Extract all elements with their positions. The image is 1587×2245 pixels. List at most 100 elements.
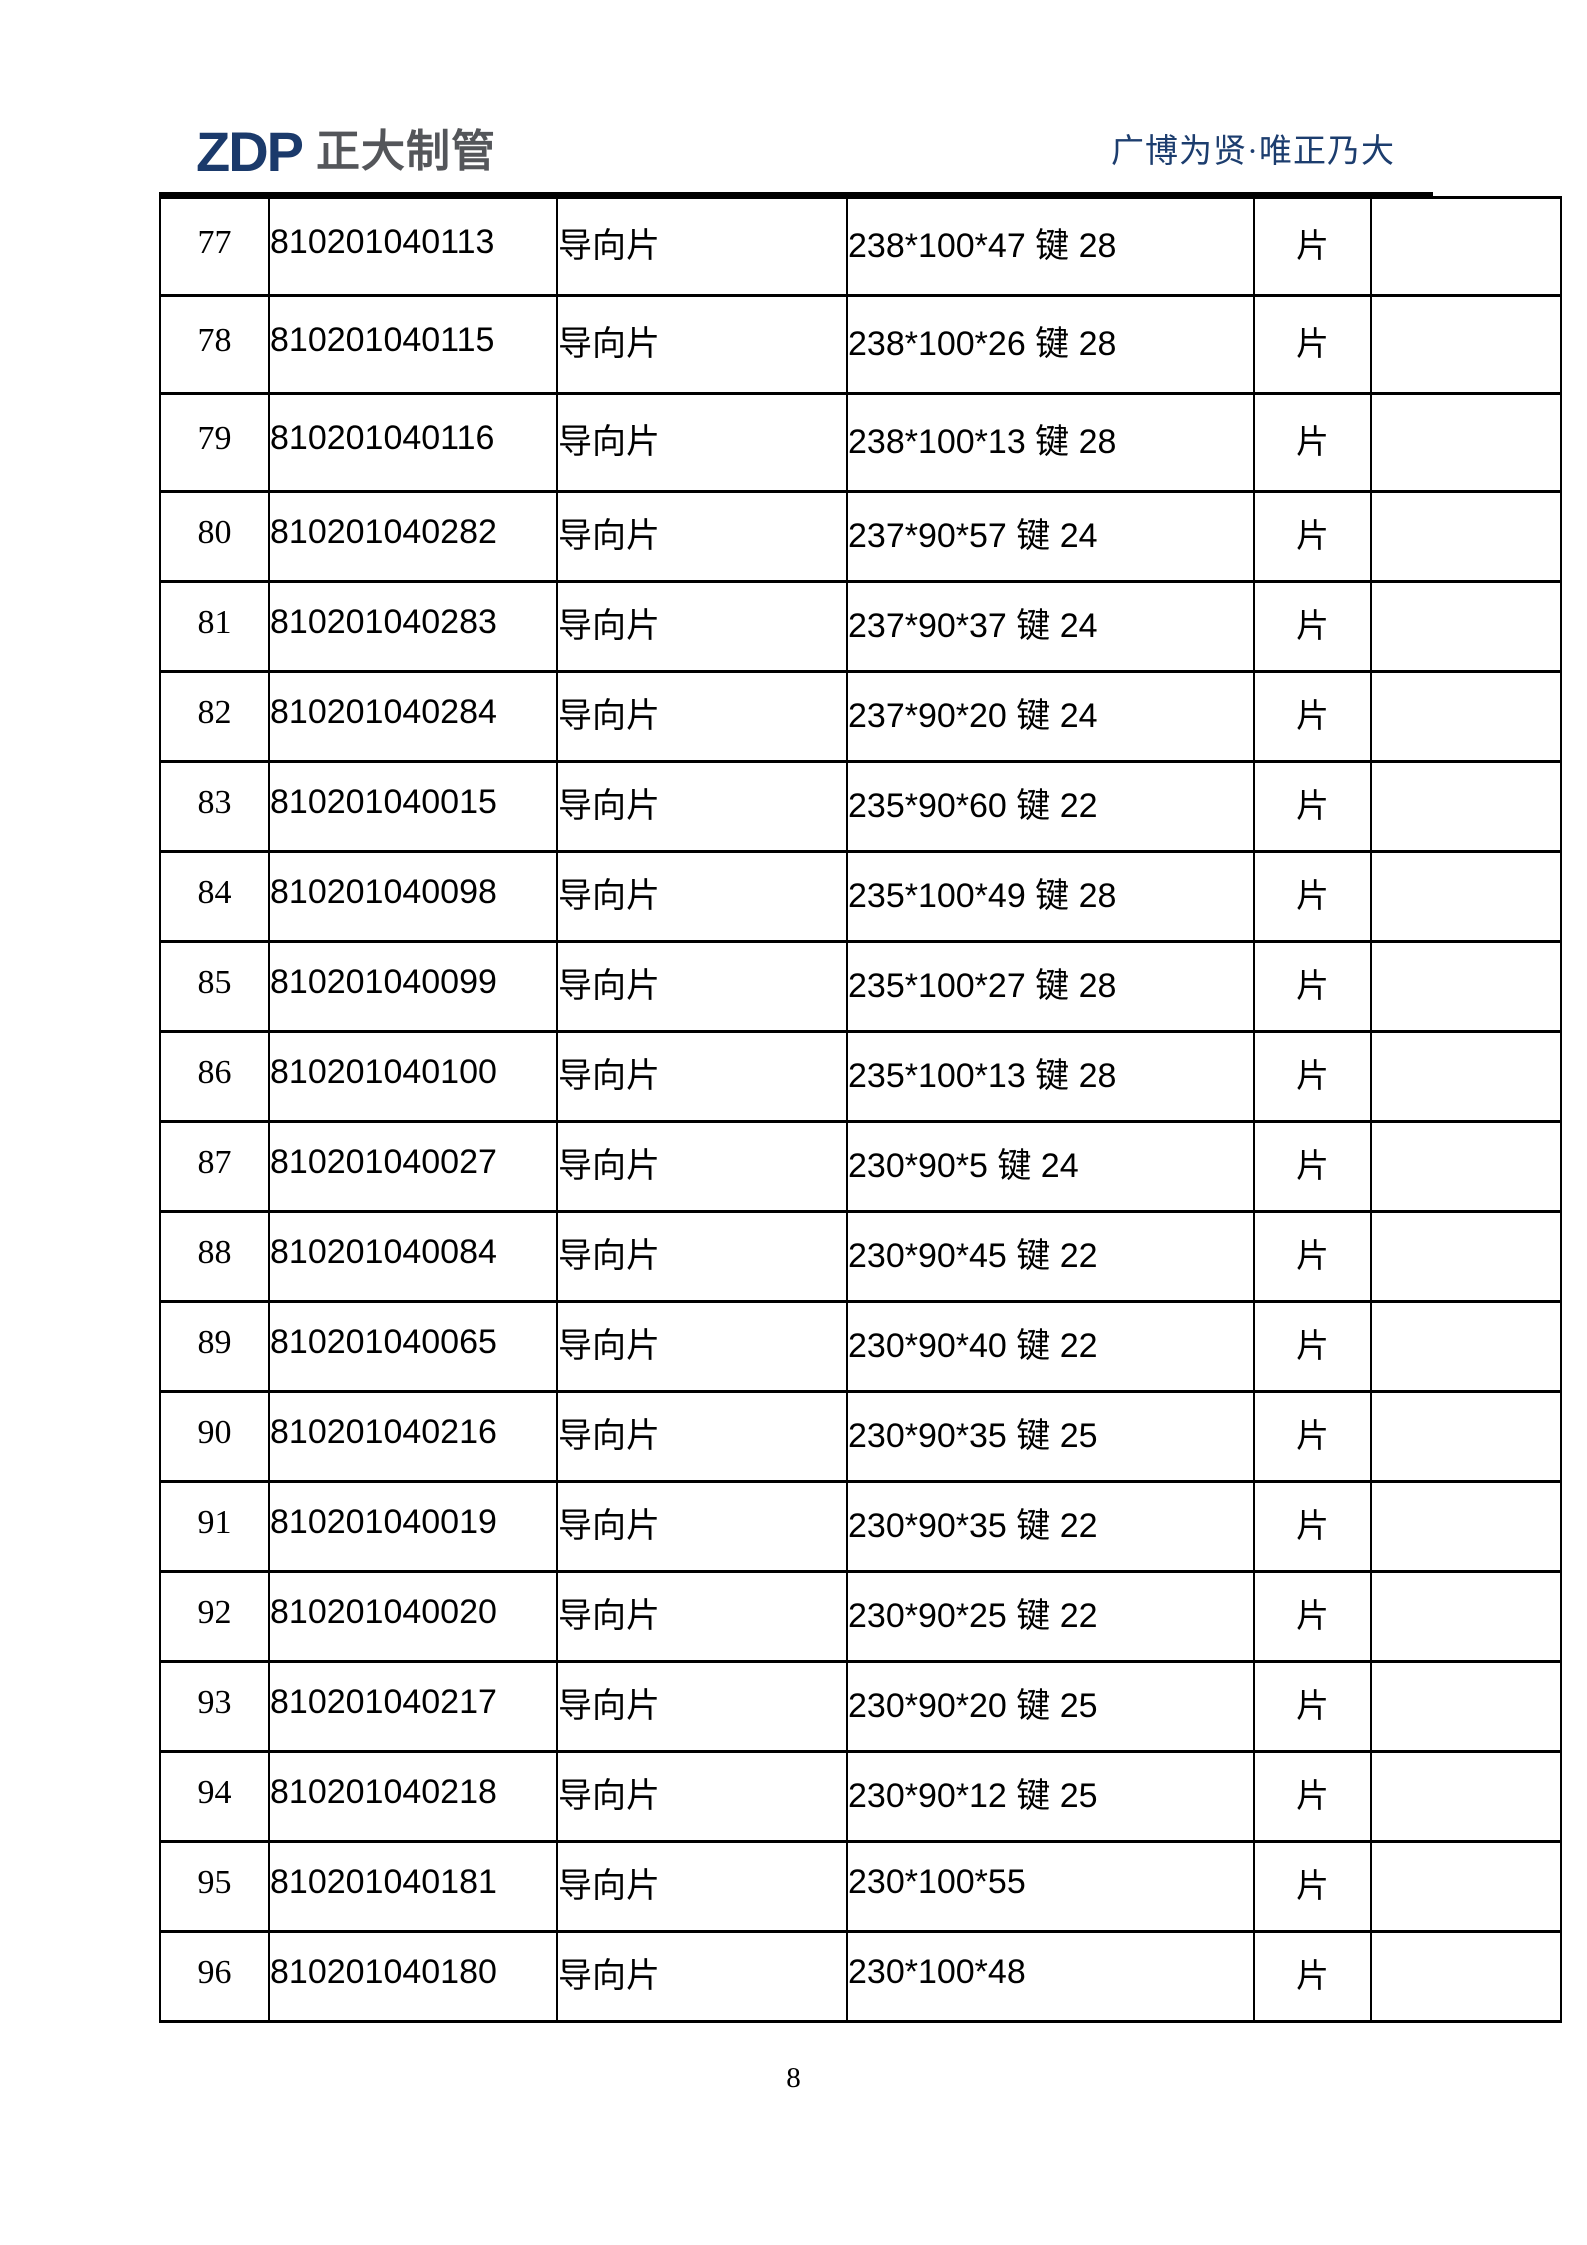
table-row: 96 810201040180 导向片 230*100*48 片 — [159, 1930, 1562, 2023]
item-code-cell: 810201040217 — [268, 1660, 558, 1753]
note-cell — [1370, 940, 1562, 1033]
table-row: 94 810201040218 导向片 230*90*12 键 25 片 — [159, 1750, 1562, 1843]
item-name-cell: 导向片 — [556, 1300, 848, 1393]
item-spec-cell: 235*90*60 键 22 — [846, 760, 1255, 853]
row-number-cell: 89 — [159, 1300, 270, 1393]
row-number-cell: 79 — [159, 392, 270, 493]
item-unit-cell: 片 — [1253, 1300, 1372, 1393]
row-number-cell: 90 — [159, 1390, 270, 1483]
item-name-cell: 导向片 — [556, 196, 848, 297]
note-cell — [1370, 1480, 1562, 1573]
row-number-cell: 93 — [159, 1660, 270, 1753]
item-code-cell: 810201040015 — [268, 760, 558, 853]
note-cell — [1370, 1390, 1562, 1483]
item-code-cell: 810201040065 — [268, 1300, 558, 1393]
item-code-cell: 810201040027 — [268, 1120, 558, 1213]
item-spec-cell: 230*90*12 键 25 — [846, 1750, 1255, 1843]
item-code-cell: 810201040100 — [268, 1030, 558, 1123]
item-code-cell: 810201040019 — [268, 1480, 558, 1573]
row-number-cell: 95 — [159, 1840, 270, 1933]
item-name-cell: 导向片 — [556, 1120, 848, 1213]
item-name-cell: 导向片 — [556, 490, 848, 583]
row-number-cell: 85 — [159, 940, 270, 1033]
item-unit-cell: 片 — [1253, 1840, 1372, 1933]
table-row: 78 810201040115 导向片 238*100*26 键 28 片 — [159, 294, 1562, 395]
note-cell — [1370, 1300, 1562, 1393]
row-number-cell: 94 — [159, 1750, 270, 1843]
note-cell — [1370, 670, 1562, 763]
note-cell — [1370, 850, 1562, 943]
item-unit-cell: 片 — [1253, 760, 1372, 853]
item-name-cell: 导向片 — [556, 580, 848, 673]
item-name-cell: 导向片 — [556, 940, 848, 1033]
table-row: 95 810201040181 导向片 230*100*55 片 — [159, 1840, 1562, 1933]
table-row: 84 810201040098 导向片 235*100*49 键 28 片 — [159, 850, 1562, 943]
item-code-cell: 810201040084 — [268, 1210, 558, 1303]
item-name-cell: 导向片 — [556, 1390, 848, 1483]
table-row: 77 810201040113 导向片 238*100*47 键 28 片 — [159, 196, 1562, 297]
item-code-cell: 810201040020 — [268, 1570, 558, 1663]
table-row: 89 810201040065 导向片 230*90*40 键 22 片 — [159, 1300, 1562, 1393]
table-row: 83 810201040015 导向片 235*90*60 键 22 片 — [159, 760, 1562, 853]
item-unit-cell: 片 — [1253, 940, 1372, 1033]
table-row: 91 810201040019 导向片 230*90*35 键 22 片 — [159, 1480, 1562, 1573]
item-spec-cell: 238*100*47 键 28 — [846, 196, 1255, 297]
item-name-cell: 导向片 — [556, 1480, 848, 1573]
item-unit-cell: 片 — [1253, 392, 1372, 493]
item-code-cell: 810201040283 — [268, 580, 558, 673]
item-unit-cell: 片 — [1253, 850, 1372, 943]
item-name-cell: 导向片 — [556, 850, 848, 943]
header-slogan: 广博为贤·唯正乃大 — [1111, 134, 1395, 170]
item-name-cell: 导向片 — [556, 1660, 848, 1753]
table-row: 90 810201040216 导向片 230*90*35 键 25 片 — [159, 1390, 1562, 1483]
item-spec-cell: 235*100*27 键 28 — [846, 940, 1255, 1033]
company-logo: ZDP 正大制管 — [196, 124, 496, 180]
table-row: 85 810201040099 导向片 235*100*27 键 28 片 — [159, 940, 1562, 1033]
item-code-cell: 810201040218 — [268, 1750, 558, 1843]
item-spec-cell: 230*90*5 键 24 — [846, 1120, 1255, 1213]
item-spec-cell: 237*90*57 键 24 — [846, 490, 1255, 583]
note-cell — [1370, 196, 1562, 297]
table-row: 80 810201040282 导向片 237*90*57 键 24 片 — [159, 490, 1562, 583]
item-unit-cell: 片 — [1253, 1930, 1372, 2023]
note-cell — [1370, 580, 1562, 673]
item-unit-cell: 片 — [1253, 1480, 1372, 1573]
note-cell — [1370, 1930, 1562, 2023]
item-code-cell: 810201040282 — [268, 490, 558, 583]
item-name-cell: 导向片 — [556, 1210, 848, 1303]
item-unit-cell: 片 — [1253, 1030, 1372, 1123]
logo-cn-text: 正大制管 — [316, 127, 496, 176]
item-name-cell: 导向片 — [556, 1570, 848, 1663]
item-spec-cell: 230*100*48 — [846, 1930, 1255, 2023]
table-row: 81 810201040283 导向片 237*90*37 键 24 片 — [159, 580, 1562, 673]
item-code-cell: 810201040115 — [268, 294, 558, 395]
row-number-cell: 83 — [159, 760, 270, 853]
note-cell — [1370, 1210, 1562, 1303]
item-name-cell: 导向片 — [556, 760, 848, 853]
row-number-cell: 92 — [159, 1570, 270, 1663]
table-row: 87 810201040027 导向片 230*90*5 键 24 片 — [159, 1120, 1562, 1213]
note-cell — [1370, 760, 1562, 853]
item-code-cell: 810201040180 — [268, 1930, 558, 2023]
table-row: 88 810201040084 导向片 230*90*45 键 22 片 — [159, 1210, 1562, 1303]
item-spec-cell: 237*90*20 键 24 — [846, 670, 1255, 763]
item-spec-cell: 230*90*20 键 25 — [846, 1660, 1255, 1753]
item-name-cell: 导向片 — [556, 670, 848, 763]
row-number-cell: 86 — [159, 1030, 270, 1123]
row-number-cell: 96 — [159, 1930, 270, 2023]
table-row: 82 810201040284 导向片 237*90*20 键 24 片 — [159, 670, 1562, 763]
item-name-cell: 导向片 — [556, 1030, 848, 1123]
item-code-cell: 810201040099 — [268, 940, 558, 1033]
logo-zdp-text: ZDP — [196, 120, 304, 183]
item-unit-cell: 片 — [1253, 670, 1372, 763]
page-number: 8 — [786, 2062, 801, 2094]
item-name-cell: 导向片 — [556, 294, 848, 395]
table-row: 79 810201040116 导向片 238*100*13 键 28 片 — [159, 392, 1562, 493]
row-number-cell: 87 — [159, 1120, 270, 1213]
item-spec-cell: 237*90*37 键 24 — [846, 580, 1255, 673]
item-unit-cell: 片 — [1253, 294, 1372, 395]
note-cell — [1370, 1570, 1562, 1663]
item-name-cell: 导向片 — [556, 1750, 848, 1843]
row-number-cell: 84 — [159, 850, 270, 943]
